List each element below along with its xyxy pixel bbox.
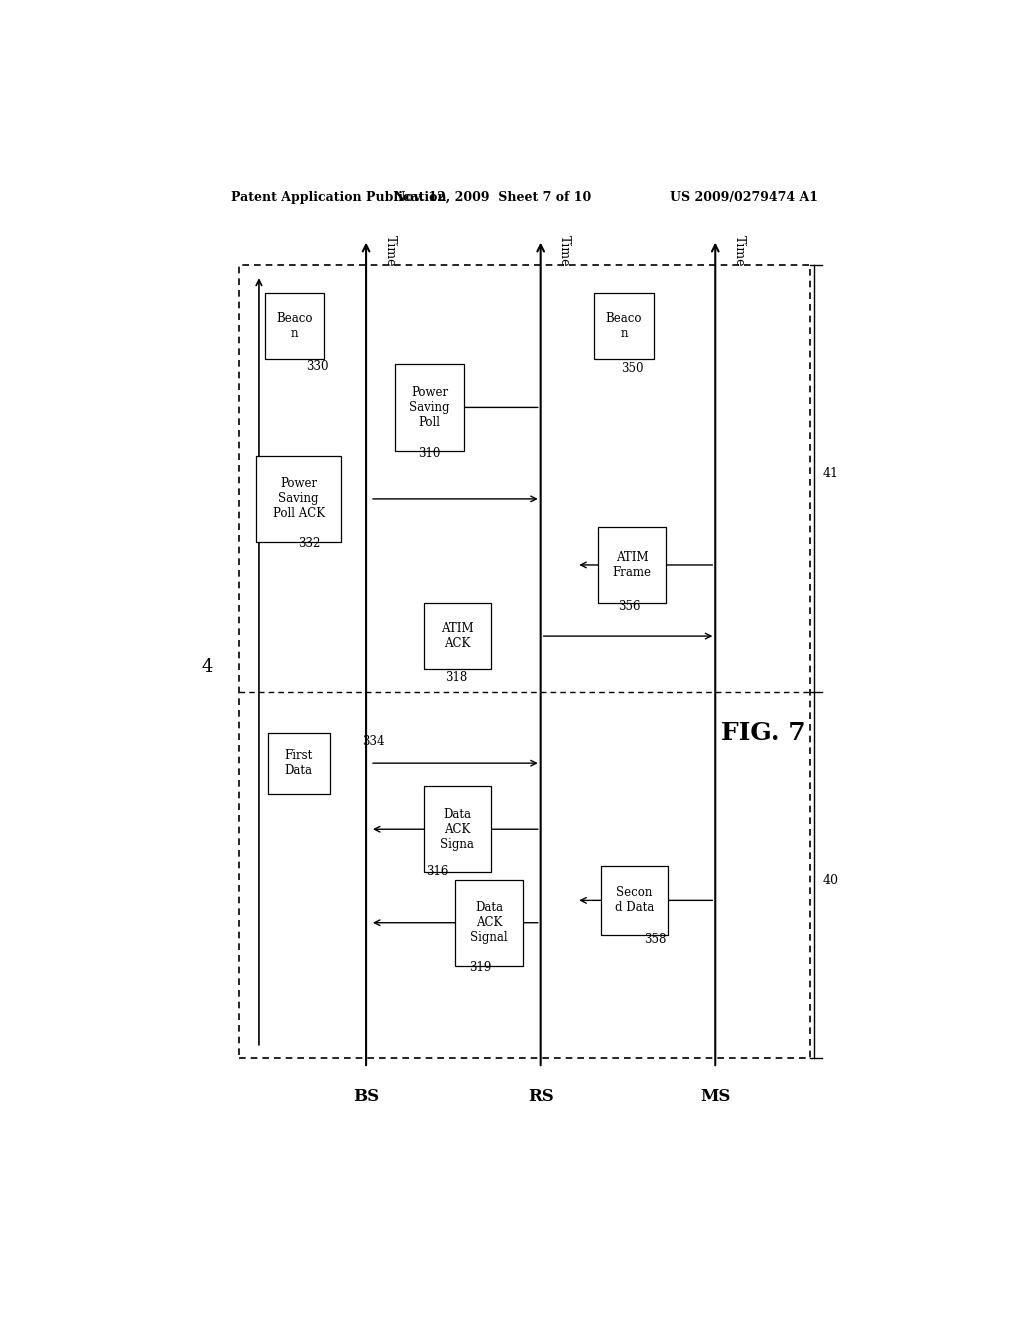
Text: Time: Time [558,235,571,267]
Text: 310: 310 [418,447,440,461]
Text: BS: BS [353,1089,379,1105]
Bar [394,364,465,450]
Text: 358: 358 [644,933,667,946]
Text: First
Data: First Data [285,750,312,777]
Bar [256,455,341,543]
Bar [424,785,492,873]
Bar [456,879,523,966]
Bar [598,527,666,603]
Text: 356: 356 [618,599,641,612]
Text: Power
Saving
Poll: Power Saving Poll [410,385,450,429]
Text: Data
ACK
Signa: Data ACK Signa [440,808,474,850]
Text: 318: 318 [445,671,468,684]
Text: Data
ACK
Signal: Data ACK Signal [470,902,508,944]
Text: Beaco
n: Beaco n [276,312,313,341]
Text: ATIM
Frame: ATIM Frame [612,550,651,579]
Bar [424,603,492,669]
Text: Patent Application Publication: Patent Application Publication [231,190,446,203]
Text: Secon
d Data: Secon d Data [614,886,654,915]
Text: 4: 4 [202,657,213,676]
Text: Power
Saving
Poll ACK: Power Saving Poll ACK [272,478,325,520]
Bar [267,733,330,793]
Text: 330: 330 [306,359,329,372]
Text: RS: RS [527,1089,554,1105]
Text: Time: Time [384,235,396,267]
Text: 332: 332 [299,536,321,549]
Text: 350: 350 [622,362,644,375]
Text: Nov. 12, 2009  Sheet 7 of 10: Nov. 12, 2009 Sheet 7 of 10 [394,190,592,203]
Text: 319: 319 [469,961,492,974]
Bar [265,293,325,359]
Text: 40: 40 [822,874,839,887]
Text: US 2009/0279474 A1: US 2009/0279474 A1 [671,190,818,203]
Text: 334: 334 [362,735,385,748]
Text: ATIM
ACK: ATIM ACK [441,622,474,651]
Bar [594,293,653,359]
Bar [601,866,668,935]
Text: Beaco
n: Beaco n [606,312,642,341]
Text: 316: 316 [426,865,449,878]
Text: FIG. 7: FIG. 7 [721,721,805,744]
Text: MS: MS [700,1089,730,1105]
Text: 41: 41 [822,467,839,480]
Text: Time: Time [733,235,745,267]
